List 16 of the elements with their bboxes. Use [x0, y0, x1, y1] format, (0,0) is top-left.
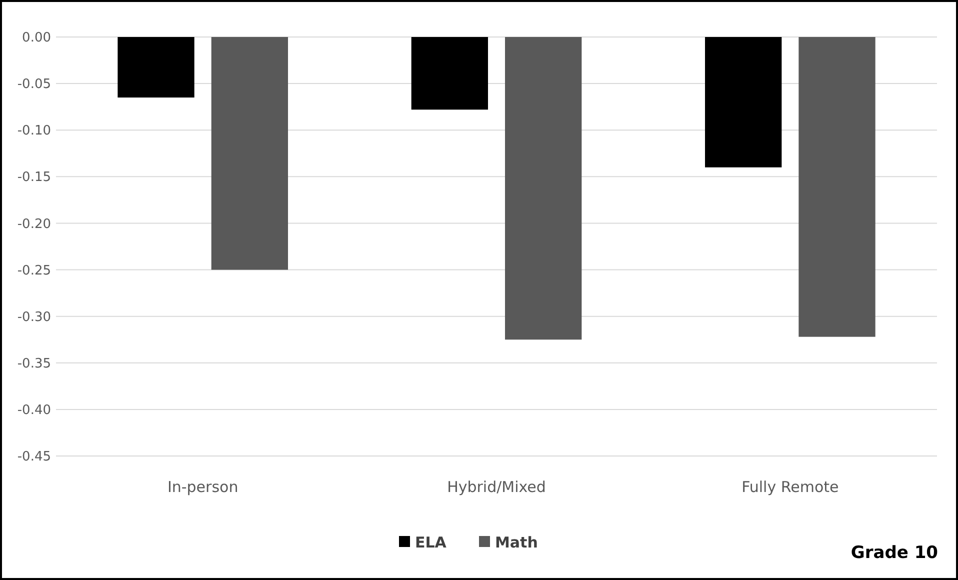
y-tick-label: -0.40 [17, 402, 51, 418]
x-tick-label: In-person [167, 478, 238, 496]
x-tick-label: Hybrid/Mixed [447, 478, 546, 496]
y-tick-label: -0.45 [17, 450, 51, 465]
y-tick-label: -0.20 [17, 216, 51, 232]
y-tick-label: -0.15 [17, 170, 51, 186]
y-tick-label: -0.10 [17, 124, 51, 139]
y-tick-label: -0.30 [17, 310, 51, 325]
text: Grade 10 [850, 543, 938, 563]
y-tick-label: -0.25 [17, 263, 51, 278]
legend-label: Math [495, 533, 538, 552]
legend-label: ELA [415, 533, 447, 552]
y-tick-label: -0.05 [17, 77, 51, 92]
x-tick-label: Fully Remote [742, 478, 839, 496]
y-tick-label: 0.00 [22, 30, 51, 46]
y-tick-label: -0.35 [17, 356, 51, 372]
